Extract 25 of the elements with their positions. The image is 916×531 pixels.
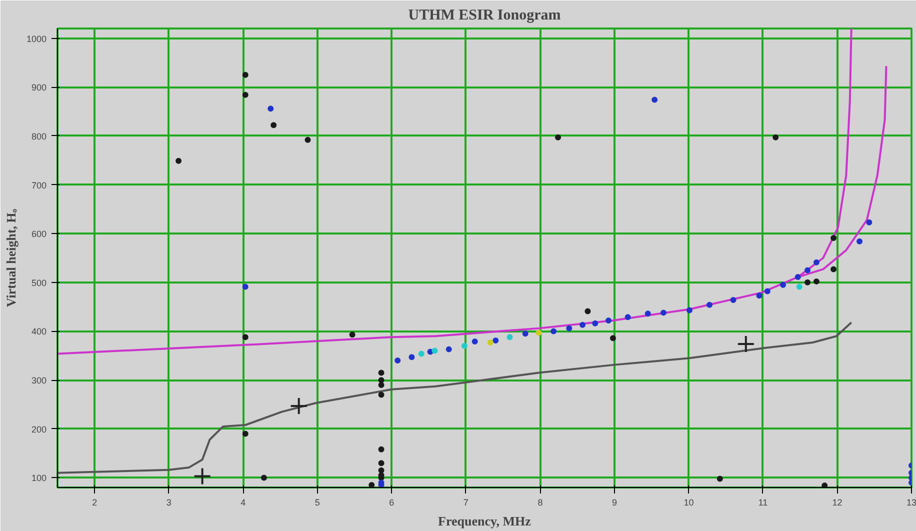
x-tick-label: 8 [538, 498, 543, 508]
x-tick-label: 11 [758, 498, 768, 508]
x-tick-label: 3 [166, 498, 172, 508]
x-tick-label: 2 [92, 498, 98, 508]
y-tick-label: 900 [31, 82, 47, 93]
y-tick-label: 300 [31, 376, 47, 386]
x-tick-label: 4 [240, 498, 246, 508]
y-tick-label: 700 [31, 180, 47, 190]
x-tick-label: 5 [314, 498, 320, 508]
chart-title: UTHM ESIR Ionogram [408, 8, 562, 24]
y-tick-label: 200 [31, 424, 47, 434]
y-tick-label: 600 [31, 229, 47, 240]
x-tick-label: 13 [906, 498, 916, 508]
y-tick-label: 400 [31, 326, 47, 337]
x-tick-label: 7 [463, 498, 468, 508]
y-tick-label: 100 [31, 473, 47, 484]
y-tick-label: 1000 [26, 34, 47, 44]
x-tick-label: 9 [612, 498, 617, 508]
x-axis-title: Frequency, MHz [438, 514, 532, 528]
y-tick-label: 500 [31, 278, 47, 288]
y-axis-title: Virtual height, Hₒ [3, 208, 18, 308]
y-tick-label: 800 [31, 131, 47, 142]
x-tick-label: 12 [832, 498, 842, 508]
x-tick-label: 10 [684, 498, 694, 508]
x-tick-label: 6 [389, 498, 394, 508]
